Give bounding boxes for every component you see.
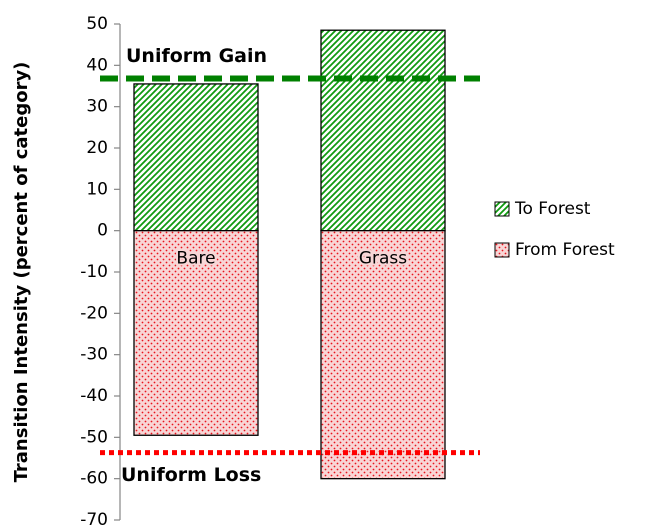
legend-label: From Forest — [515, 240, 615, 260]
y-tick-label: -30 — [80, 345, 108, 365]
bar — [320, 29, 446, 232]
legend-swatch — [494, 201, 510, 217]
category-label: Grass — [359, 249, 407, 269]
y-tick-label: 20 — [86, 138, 108, 158]
reference-label: Uniform Loss — [121, 464, 261, 486]
y-tick-label: -10 — [80, 262, 108, 282]
y-tick-label: 10 — [86, 179, 108, 199]
y-tick-label: 30 — [86, 97, 108, 117]
legend-swatch — [494, 242, 510, 258]
reference-label: Uniform Gain — [126, 45, 267, 67]
y-tick-label: -20 — [80, 303, 108, 323]
bar — [133, 83, 259, 232]
y-tick-label: -70 — [80, 510, 108, 528]
y-tick-label: -60 — [80, 469, 108, 489]
bar — [320, 230, 446, 480]
bar — [133, 230, 259, 436]
y-tick-label: 40 — [86, 55, 108, 75]
legend-label: To Forest — [514, 199, 591, 219]
y-tick-label: -40 — [80, 386, 108, 406]
y-tick-label: 50 — [86, 14, 108, 34]
y-tick-label: 0 — [97, 221, 108, 241]
category-label: Bare — [176, 249, 215, 269]
y-axis-label: Transition Intensity (percent of categor… — [11, 62, 32, 483]
y-tick-label: -50 — [80, 427, 108, 447]
